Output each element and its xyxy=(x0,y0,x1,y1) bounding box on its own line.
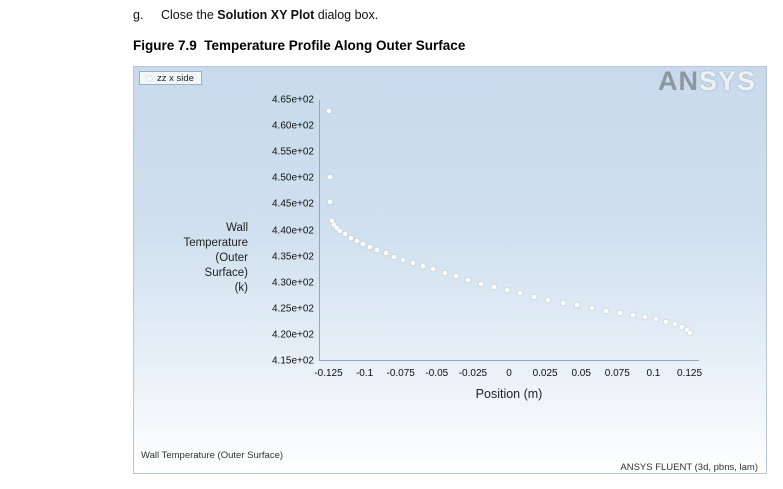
figure-caption: Figure 7.9 Temperature Profile Along Out… xyxy=(133,38,466,53)
x-axis-title: Position (m) xyxy=(475,387,543,401)
data-point-marker xyxy=(517,290,523,296)
solver-info-text: ANSYS FLUENT (3d, pbns, lam) xyxy=(620,462,758,473)
y-tick-label: 4.40e+02 xyxy=(272,225,314,236)
legend: zz x side xyxy=(139,71,202,85)
x-tick-label: 0.075 xyxy=(604,368,630,379)
data-point-marker xyxy=(420,263,426,269)
y-axis-title-line: (k) xyxy=(234,282,248,294)
ansys-logo-sys: SYS xyxy=(698,66,756,96)
data-point-marker xyxy=(545,297,551,303)
data-point-marker xyxy=(630,312,636,318)
y-axis-title-line: Surface) xyxy=(204,267,248,279)
x-tick-label: -0.025 xyxy=(458,368,488,379)
y-tick-label: 4.55e+02 xyxy=(272,146,314,158)
data-point-marker xyxy=(329,218,335,224)
data-point-marker xyxy=(430,266,436,272)
data-point-marker xyxy=(642,314,648,320)
ansys-logo-an: AN xyxy=(657,66,699,96)
ansys-logo: ANSYS xyxy=(658,68,756,95)
data-point-marker xyxy=(326,108,332,114)
data-point-marker xyxy=(653,316,659,322)
y-tick-label: 4.60e+02 xyxy=(272,120,314,132)
data-point-marker xyxy=(687,330,693,336)
xy-plot-panel: zz x side ANSYS Wall Temperature (Outer Sur… xyxy=(133,66,767,474)
data-point-marker xyxy=(327,174,333,180)
data-point-marker xyxy=(400,257,406,263)
y-tick-label: 4.65e+02 xyxy=(272,94,314,106)
data-point-marker xyxy=(391,254,397,260)
y-axis-title-line: Wall xyxy=(226,222,248,234)
y-axis-title-line: Temperature xyxy=(183,237,248,249)
y-tick-label: 4.20e+02 xyxy=(272,329,314,341)
data-point-marker xyxy=(663,319,669,325)
data-point-marker xyxy=(574,302,580,308)
x-tick-label: 0.025 xyxy=(532,368,558,379)
x-tick-label: 0 xyxy=(506,368,512,379)
data-point-marker xyxy=(383,250,389,256)
data-point-marker xyxy=(617,310,623,316)
step-text-suffix: dialog box. xyxy=(314,8,379,22)
step-item-g: g. Close the Solution XY Plot dialog box. xyxy=(133,8,768,22)
data-point-marker xyxy=(354,238,360,244)
data-point-marker xyxy=(672,321,678,327)
data-point-marker xyxy=(560,300,566,306)
data-point-marker xyxy=(603,308,609,314)
x-tick-label: -0.1 xyxy=(355,368,374,379)
legend-marker-icon xyxy=(147,75,152,81)
y-tick-label: 4.50e+02 xyxy=(272,172,314,184)
data-point-marker xyxy=(478,281,484,287)
data-point-marker xyxy=(684,327,690,333)
y-tick-label: 4.45e+02 xyxy=(272,198,314,210)
x-tick-labels: -0.125 -0.1 -0.075 -0.05 -0.025 0 0.025 0.05 0.0… xyxy=(314,368,703,380)
y-tick-labels: 4.65e+02 4.60e+02 4.55e+02 4.50e+02 4.45e+02… xyxy=(242,95,314,367)
data-point-marker xyxy=(442,270,448,276)
y-tick-label: 4.15e+02 xyxy=(272,355,314,367)
data-point-marker xyxy=(342,231,348,237)
y-tick-label: 4.30e+02 xyxy=(272,277,314,289)
x-tick-label: -0.05 xyxy=(425,368,449,379)
data-point-marker xyxy=(531,294,537,300)
data-point-marker xyxy=(348,235,354,241)
x-tick-label: 0.1 xyxy=(646,368,661,379)
data-point-marker xyxy=(410,260,416,266)
plot-title-text: Wall Temperature (Outer Surface) xyxy=(141,450,284,461)
x-tick-label: -0.125 xyxy=(314,368,343,379)
data-point-marker xyxy=(367,244,373,250)
step-text-bold: Solution XY Plot xyxy=(217,8,315,22)
y-axis-title: Wall Temperature (Outer Surface) (k) xyxy=(152,221,248,296)
x-tick-label: 0.05 xyxy=(571,368,591,379)
legend-label: zz x side xyxy=(157,72,194,84)
data-point-marker xyxy=(504,287,510,293)
data-point-marker xyxy=(589,305,595,311)
data-point-marker xyxy=(491,284,497,290)
x-tick-label: -0.075 xyxy=(386,368,415,379)
step-text-prefix: Close the xyxy=(161,8,218,22)
data-point-marker xyxy=(679,324,685,330)
y-tick-label: 4.25e+02 xyxy=(272,303,314,315)
y-axis-title-line: (Outer xyxy=(215,252,248,264)
data-point-marker xyxy=(334,225,340,231)
data-point-marker xyxy=(360,241,366,247)
data-point-marker xyxy=(374,247,380,253)
step-text: Close the Solution XY Plot dialog box. xyxy=(161,8,378,22)
data-point-marker xyxy=(331,222,337,228)
step-letter: g. xyxy=(133,8,144,22)
plot-area xyxy=(319,100,699,361)
data-point-marker xyxy=(337,228,343,234)
x-tick-label: 0.125 xyxy=(676,368,703,379)
data-point-marker xyxy=(327,199,333,205)
y-tick-label: 4.35e+02 xyxy=(272,251,314,263)
data-point-marker xyxy=(465,277,471,283)
data-point-marker xyxy=(453,273,459,279)
